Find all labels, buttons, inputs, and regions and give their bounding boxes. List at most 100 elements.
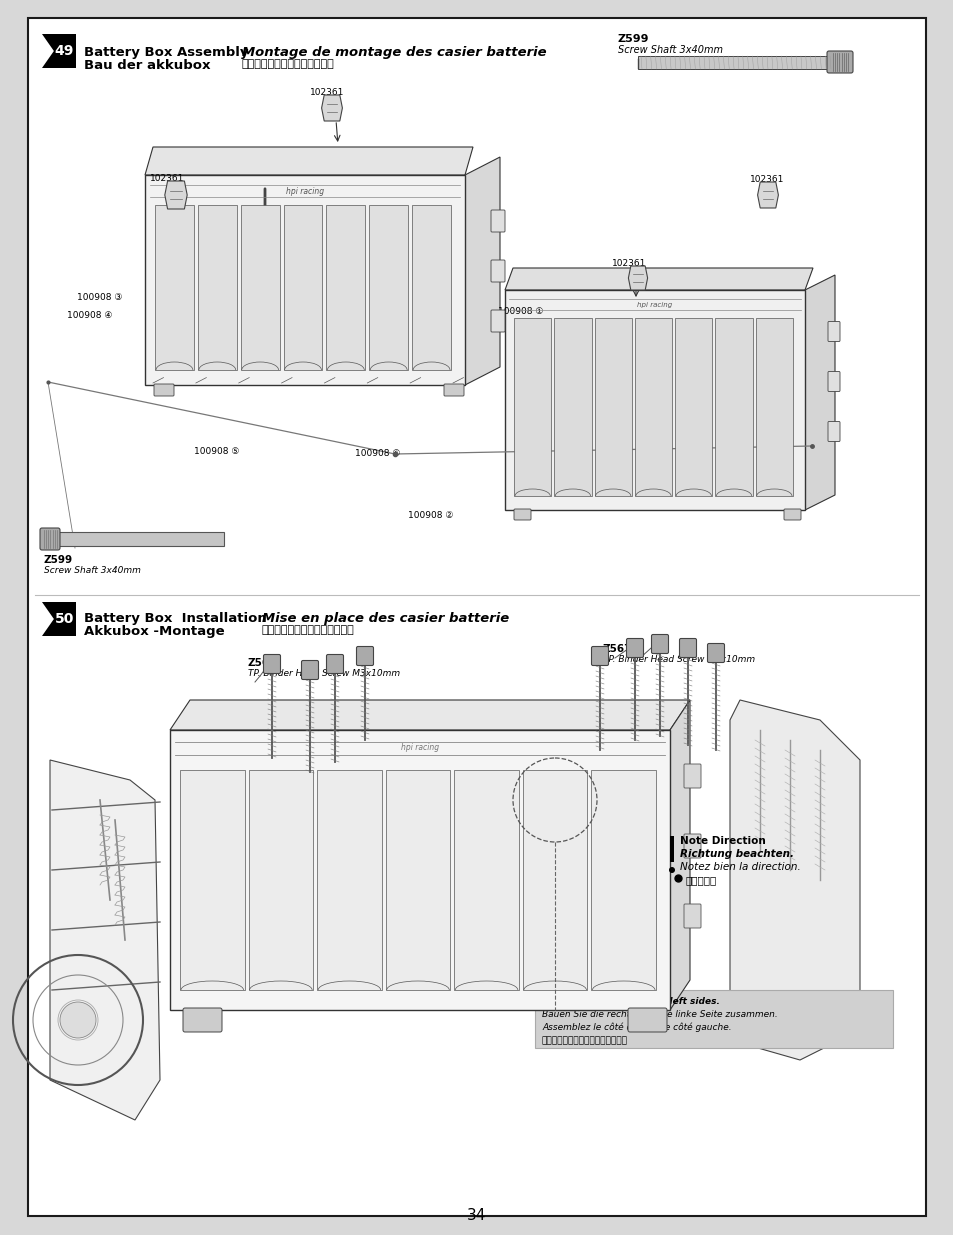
Circle shape (60, 1002, 96, 1037)
Text: 102361: 102361 (150, 174, 184, 183)
Polygon shape (554, 317, 591, 496)
Polygon shape (522, 769, 587, 990)
Polygon shape (634, 317, 672, 496)
FancyBboxPatch shape (491, 310, 504, 332)
Polygon shape (514, 317, 551, 496)
FancyBboxPatch shape (183, 1008, 222, 1032)
FancyBboxPatch shape (638, 56, 832, 69)
FancyBboxPatch shape (669, 836, 673, 862)
Text: 100908 ②: 100908 ② (408, 511, 453, 520)
Text: Bau der akkubox: Bau der akkubox (84, 59, 211, 72)
FancyBboxPatch shape (827, 321, 840, 342)
Polygon shape (715, 317, 752, 496)
Polygon shape (249, 769, 313, 990)
FancyBboxPatch shape (683, 834, 700, 858)
Text: 100908 ⑥: 100908 ⑥ (355, 448, 400, 457)
FancyBboxPatch shape (679, 638, 696, 657)
Polygon shape (283, 205, 322, 370)
Polygon shape (729, 700, 859, 1060)
Text: 同じように反対側も取り付けます。: 同じように反対側も取り付けます。 (541, 1036, 627, 1045)
Text: Notez bien la direction.: Notez bien la direction. (679, 862, 800, 872)
Text: 102361: 102361 (612, 259, 646, 268)
FancyBboxPatch shape (627, 1008, 666, 1032)
FancyBboxPatch shape (826, 51, 852, 73)
FancyBboxPatch shape (326, 655, 343, 673)
Text: Assemble both right and left sides.: Assemble both right and left sides. (541, 997, 720, 1007)
FancyBboxPatch shape (491, 210, 504, 232)
Polygon shape (170, 730, 669, 1010)
Text: 100908 ③: 100908 ③ (77, 293, 122, 301)
Polygon shape (50, 760, 160, 1120)
FancyBboxPatch shape (54, 532, 224, 546)
Text: Z599: Z599 (618, 35, 649, 44)
FancyBboxPatch shape (827, 421, 840, 441)
Polygon shape (321, 95, 342, 121)
Text: 102361: 102361 (310, 88, 344, 98)
FancyBboxPatch shape (651, 635, 668, 653)
FancyBboxPatch shape (783, 509, 801, 520)
Polygon shape (804, 275, 834, 510)
Polygon shape (170, 700, 689, 730)
Text: 100908 ④: 100908 ④ (67, 311, 112, 321)
Circle shape (668, 867, 675, 873)
Text: 100908 ①: 100908 ① (497, 308, 543, 316)
FancyBboxPatch shape (153, 384, 173, 396)
FancyBboxPatch shape (683, 904, 700, 927)
Polygon shape (42, 35, 76, 68)
FancyBboxPatch shape (827, 372, 840, 391)
Polygon shape (412, 205, 451, 370)
FancyBboxPatch shape (28, 19, 925, 1216)
Text: Mise en place des casier batterie: Mise en place des casier batterie (262, 613, 509, 625)
Text: Bauen Sie die rechte und die linke Seite zusammen.: Bauen Sie die rechte und die linke Seite… (541, 1010, 777, 1019)
Polygon shape (757, 182, 778, 207)
Text: Z567: Z567 (602, 643, 632, 655)
Polygon shape (316, 769, 381, 990)
Text: バッテリーボックスの組み立て: バッテリーボックスの組み立て (242, 59, 335, 69)
Polygon shape (369, 205, 408, 370)
FancyBboxPatch shape (443, 384, 463, 396)
Text: Akkubox -Montage: Akkubox -Montage (84, 625, 224, 638)
Polygon shape (755, 317, 792, 496)
Polygon shape (42, 601, 76, 636)
FancyBboxPatch shape (263, 655, 280, 673)
Polygon shape (197, 205, 236, 370)
FancyBboxPatch shape (683, 764, 700, 788)
Polygon shape (504, 290, 804, 510)
FancyBboxPatch shape (491, 261, 504, 282)
Text: hpi racing: hpi racing (637, 303, 672, 308)
Text: Z599: Z599 (44, 555, 73, 564)
FancyBboxPatch shape (626, 638, 643, 657)
FancyBboxPatch shape (591, 646, 608, 666)
Text: バッテリーボックスの取り付け: バッテリーボックスの取り付け (262, 625, 355, 635)
Polygon shape (504, 268, 812, 290)
Text: hpi racing: hpi racing (286, 186, 324, 195)
Polygon shape (385, 769, 450, 990)
FancyBboxPatch shape (301, 661, 318, 679)
Text: Note Direction: Note Direction (679, 836, 765, 846)
Polygon shape (326, 205, 365, 370)
Polygon shape (454, 769, 518, 990)
Text: 34: 34 (467, 1208, 486, 1223)
Polygon shape (145, 175, 464, 385)
Text: 100908 ⑤: 100908 ⑤ (193, 447, 239, 456)
Polygon shape (591, 769, 656, 990)
Text: Battery Box Assembly: Battery Box Assembly (84, 46, 248, 59)
Polygon shape (464, 157, 499, 385)
Polygon shape (675, 317, 712, 496)
Polygon shape (154, 205, 193, 370)
Polygon shape (594, 317, 631, 496)
Text: TP. Binder Head Screw M3x10mm: TP. Binder Head Screw M3x10mm (602, 655, 755, 664)
Polygon shape (240, 205, 279, 370)
FancyBboxPatch shape (535, 990, 892, 1049)
Text: 向きに注意: 向きに注意 (685, 876, 717, 885)
Text: 102361: 102361 (749, 175, 783, 184)
FancyBboxPatch shape (356, 646, 374, 666)
Text: TP. Binder Head Screw M3x10mm: TP. Binder Head Screw M3x10mm (248, 669, 399, 678)
Polygon shape (180, 769, 244, 990)
Text: Z567: Z567 (248, 658, 277, 668)
Polygon shape (669, 700, 689, 1010)
Text: Screw Shaft 3x40mm: Screw Shaft 3x40mm (618, 44, 722, 56)
Text: Assemblez le côté droit et le côté gauche.: Assemblez le côté droit et le côté gauch… (541, 1023, 731, 1032)
Text: Battery Box  Installation: Battery Box Installation (84, 613, 267, 625)
Polygon shape (628, 266, 647, 290)
